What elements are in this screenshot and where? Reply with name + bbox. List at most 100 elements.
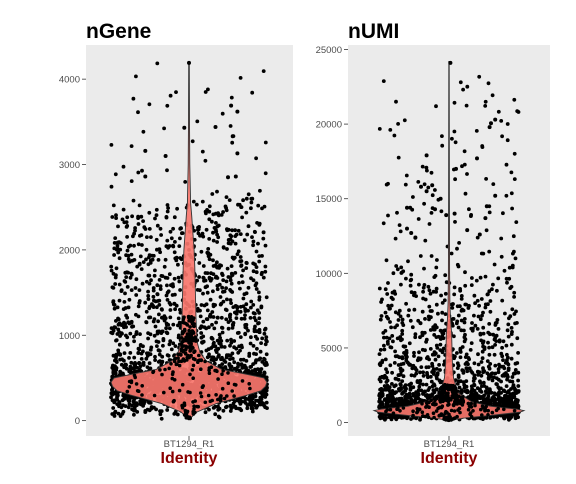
cell-point <box>486 81 491 86</box>
cell-point <box>390 382 394 386</box>
cell-point <box>198 391 203 395</box>
cell-point <box>389 325 393 330</box>
cell-point <box>237 280 241 285</box>
cell-point <box>450 317 455 321</box>
cell-point <box>165 331 170 336</box>
cell-point <box>207 354 211 359</box>
cell-point <box>177 244 182 249</box>
cell-point <box>428 291 433 296</box>
cell-point <box>438 342 443 347</box>
cell-point <box>458 355 463 360</box>
cell-point <box>459 297 464 301</box>
cell-point <box>165 353 170 357</box>
cell-point <box>457 385 462 390</box>
cell-point <box>125 335 130 340</box>
cell-point <box>210 192 215 196</box>
outlier-point <box>213 125 218 129</box>
cell-point <box>461 369 466 373</box>
cell-point <box>261 230 266 235</box>
cell-point <box>134 277 139 282</box>
cell-point <box>174 362 179 367</box>
cell-point <box>506 355 510 360</box>
cell-point <box>507 265 512 270</box>
cell-point <box>217 264 222 269</box>
cell-point <box>392 133 397 138</box>
cell-point <box>136 214 141 219</box>
cell-point <box>260 336 265 341</box>
cell-point <box>109 326 114 330</box>
cell-point <box>146 294 151 298</box>
cell-point <box>394 416 399 420</box>
cell-point <box>162 390 166 395</box>
cell-point <box>428 309 433 313</box>
cell-point <box>148 366 153 371</box>
cell-point <box>223 204 228 209</box>
cell-point <box>231 305 236 309</box>
cell-point <box>467 303 471 308</box>
cell-point <box>236 350 241 355</box>
cell-point <box>222 345 227 349</box>
cell-point <box>125 389 130 394</box>
cell-point <box>197 261 202 265</box>
cell-point <box>238 309 243 314</box>
cell-point <box>218 398 223 403</box>
y-tick-label: 20000 <box>316 120 342 131</box>
cell-point <box>509 415 514 419</box>
cell-point <box>492 396 497 400</box>
cell-point <box>168 386 172 391</box>
cell-point <box>215 260 219 265</box>
cell-point <box>397 388 402 393</box>
y-tick-label: 3000 <box>59 160 80 171</box>
cell-point <box>427 288 432 293</box>
cell-point <box>505 374 509 378</box>
cell-point <box>225 247 229 251</box>
cell-point <box>504 384 509 388</box>
cell-point <box>158 368 162 372</box>
cell-point <box>257 357 261 362</box>
cell-point <box>486 377 491 381</box>
cell-point <box>241 304 246 309</box>
cell-point <box>422 201 426 206</box>
cell-point <box>484 389 488 394</box>
cell-point <box>419 365 424 369</box>
cell-point <box>111 363 115 368</box>
cell-point <box>484 177 488 181</box>
cell-point <box>420 333 425 338</box>
cell-point <box>164 215 169 220</box>
cell-point <box>185 414 189 419</box>
cell-point <box>401 374 406 379</box>
cell-point <box>164 244 169 249</box>
cell-point <box>499 364 504 369</box>
cell-point <box>186 390 190 394</box>
cell-point <box>483 274 488 279</box>
cell-point <box>243 370 247 374</box>
cell-point <box>193 357 197 362</box>
cell-point <box>132 339 137 344</box>
cell-point <box>191 337 195 342</box>
cell-point <box>232 399 237 404</box>
cell-point <box>156 258 161 262</box>
cell-point <box>216 346 221 351</box>
cell-point <box>254 352 258 356</box>
cell-point <box>136 351 141 355</box>
cell-point <box>398 314 403 319</box>
cell-point <box>137 288 142 292</box>
cell-point <box>482 393 486 398</box>
cell-point <box>257 290 261 295</box>
cell-point <box>110 374 115 379</box>
cell-point <box>421 392 426 396</box>
y-tick-label: 5000 <box>321 343 342 354</box>
cell-point <box>176 262 180 267</box>
cell-point <box>208 252 213 257</box>
cell-point <box>439 293 443 298</box>
y-tick-label: 4000 <box>59 75 80 86</box>
cell-point <box>125 215 130 220</box>
cell-point <box>468 348 473 352</box>
cell-point <box>210 337 215 341</box>
cell-point <box>472 392 477 396</box>
cell-point <box>386 303 391 308</box>
cell-point <box>201 234 206 239</box>
cell-point <box>212 326 217 331</box>
cell-point <box>144 279 149 284</box>
cell-point <box>190 316 195 321</box>
